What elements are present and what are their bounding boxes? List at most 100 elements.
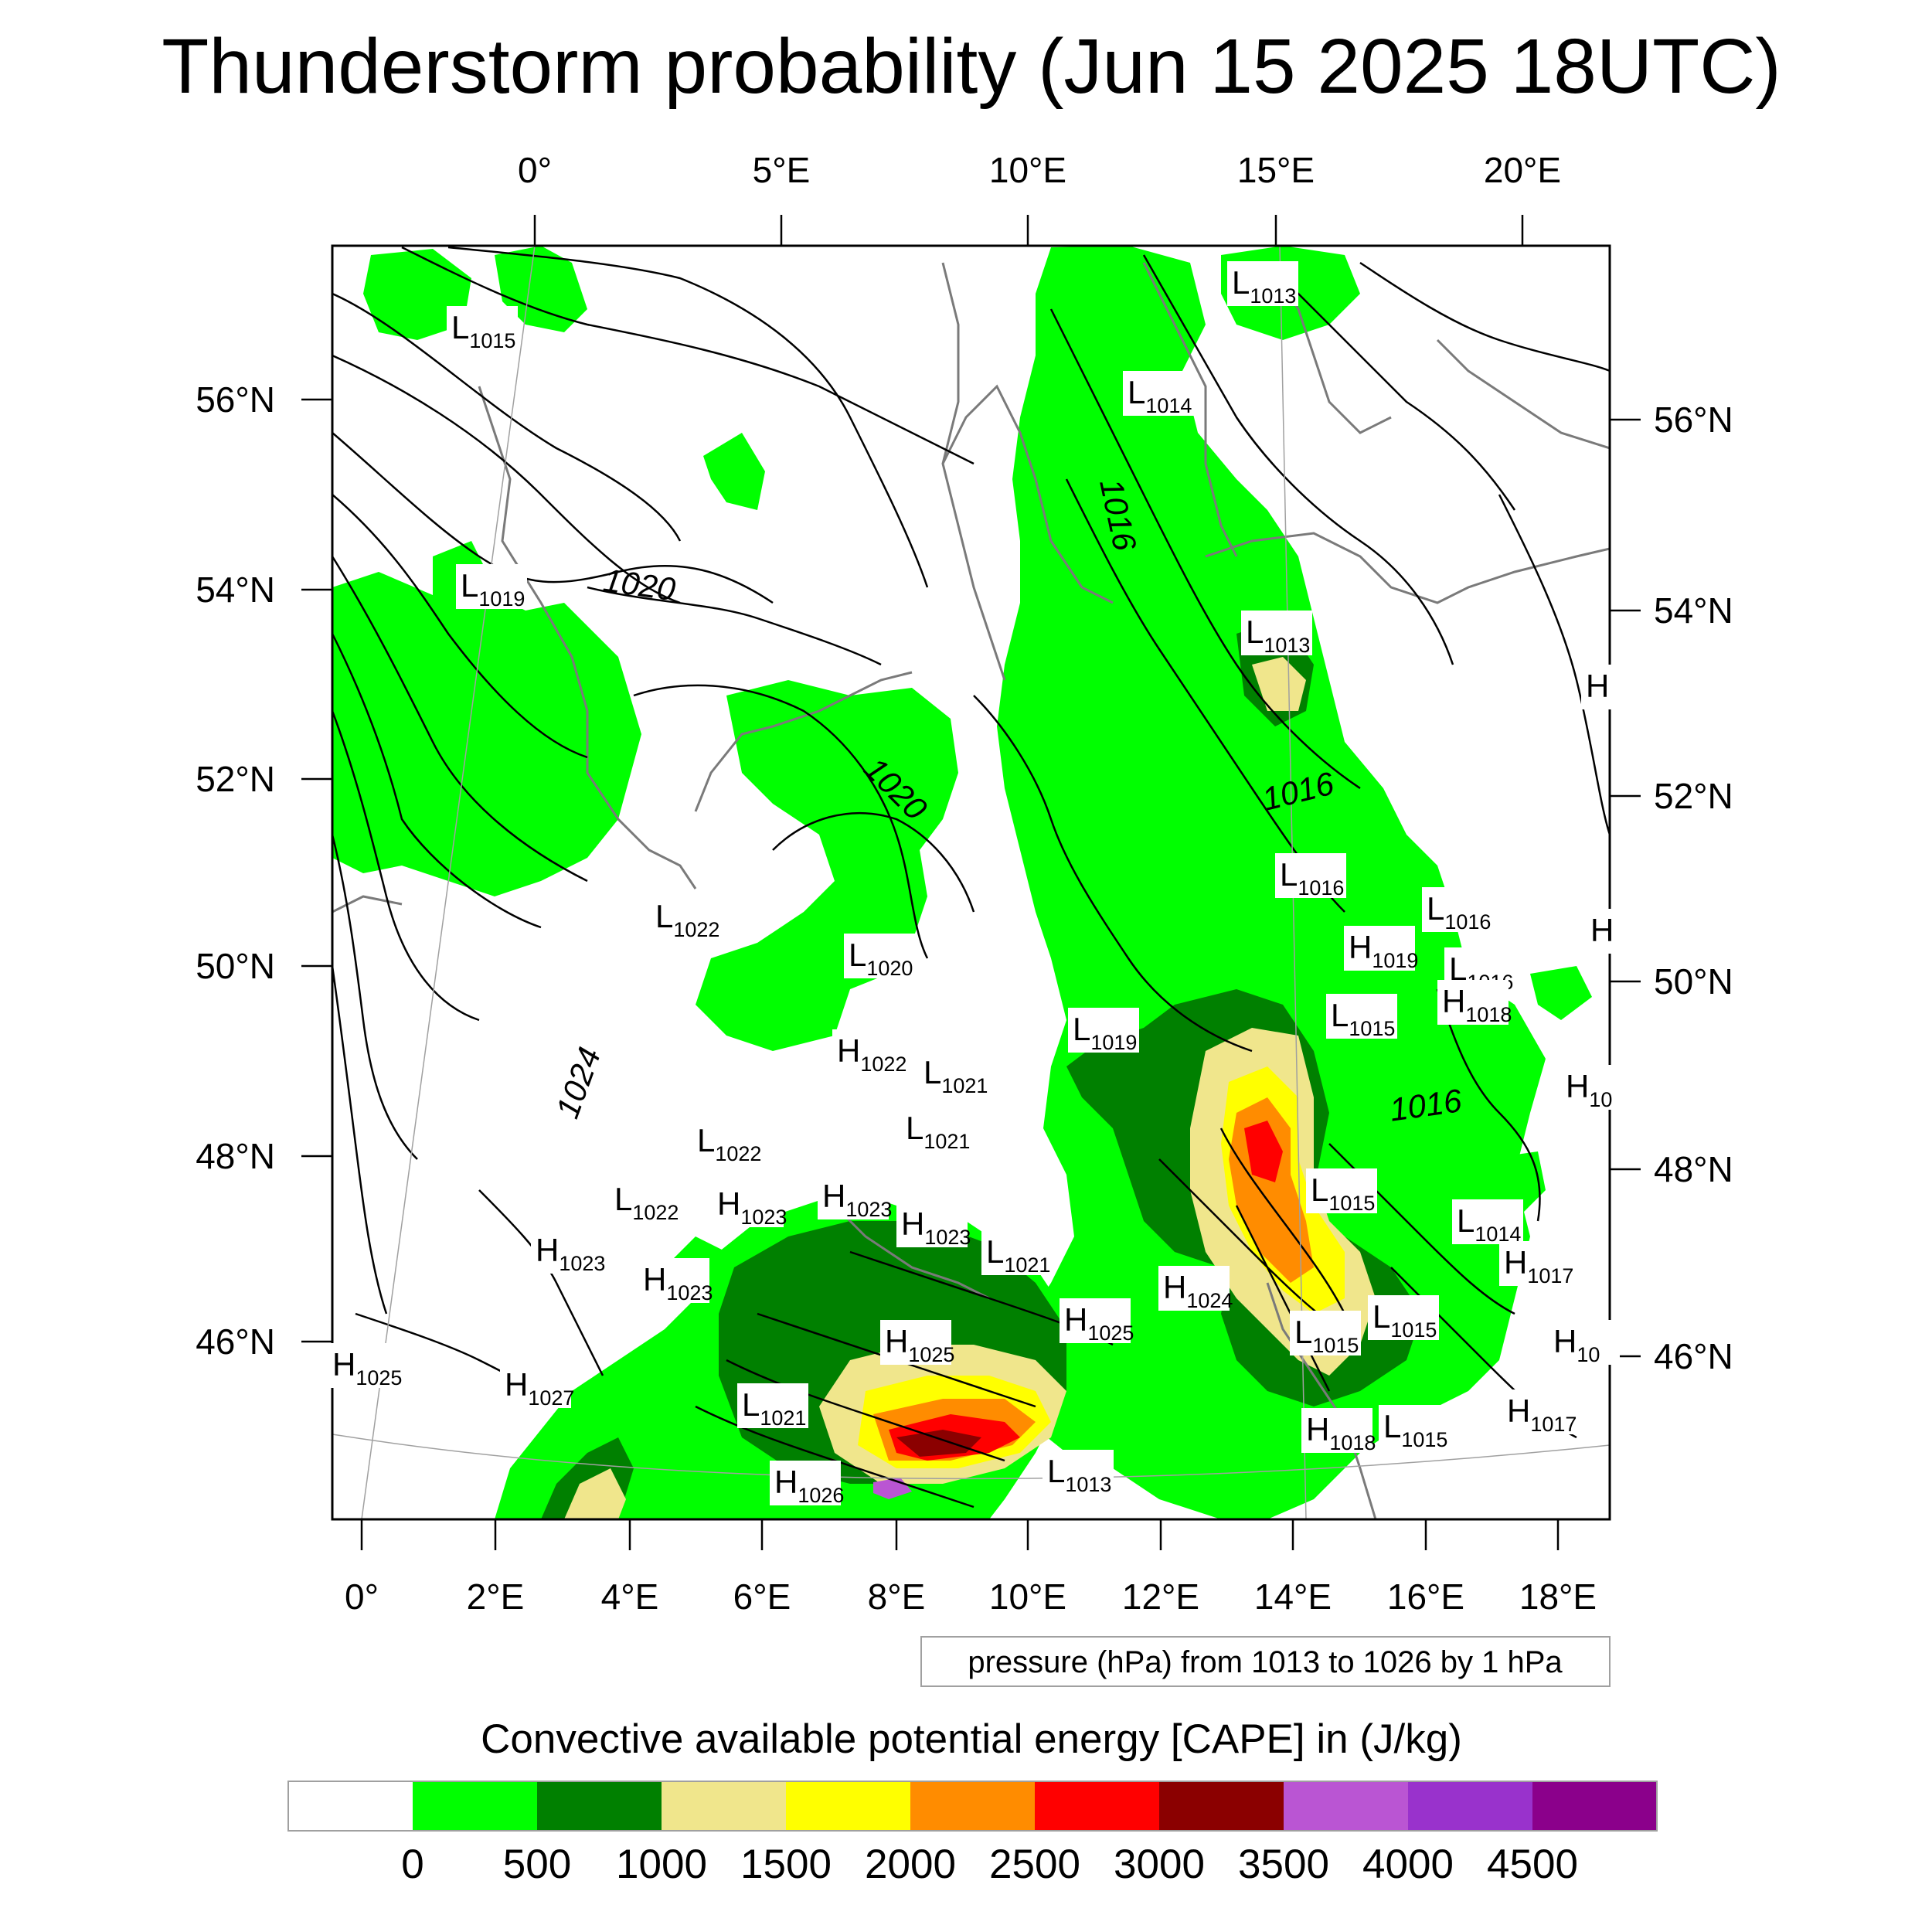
bottom-lon-label: 14°E — [1254, 1577, 1332, 1617]
left-latitude-labels: 56°N 54°N 52°N 50°N 48°N 46°N — [196, 379, 275, 1362]
pressure-center-label: L1013 — [1227, 261, 1298, 308]
colorbar-swatch — [662, 1781, 786, 1831]
bottom-lon-label: 4°E — [601, 1577, 659, 1617]
pressure-center-label: L1015 — [447, 306, 518, 352]
colorbar-frame — [287, 1781, 1658, 1832]
pressure-center-label: H1017 — [1499, 1241, 1573, 1287]
pressure-center-label: L1022 — [651, 895, 722, 941]
colorbar-ticks: 0 500 1000 1500 2000 2500 3000 3500 4000 4500 — [401, 1842, 1578, 1887]
right-lat-label: 50°N — [1654, 961, 1733, 1002]
pressure-center-label: L1014 — [1123, 371, 1194, 417]
pressure-center-text: L1015 — [1331, 997, 1395, 1040]
right-latitude-labels: 56°N 54°N 52°N 50°N 48°N 46°N — [1654, 400, 1733, 1376]
right-lat-label: 48°N — [1654, 1149, 1733, 1189]
colorbar-tick-label: 0 — [401, 1842, 423, 1887]
colorbar-tick-label: 1500 — [740, 1842, 832, 1887]
colorbar-swatch — [910, 1781, 1035, 1831]
colorbar-swatch — [1159, 1781, 1284, 1831]
bottom-lon-label: 8°E — [868, 1577, 926, 1617]
pressure-center-label: H1023 — [638, 1258, 713, 1304]
pressure-center-label: L1022 — [610, 1178, 681, 1224]
right-lat-label: 52°N — [1654, 776, 1733, 816]
pressure-center-label: H1017 — [1502, 1389, 1577, 1436]
pressure-center-label: L1016 — [1422, 887, 1493, 934]
pressure-center-label: H1025 — [328, 1343, 402, 1389]
pressure-center-text: H10 — [1566, 1068, 1612, 1111]
pressure-center-label: L1013 — [1043, 1450, 1114, 1496]
pressure-center-label: L1019 — [456, 564, 527, 611]
pressure-center-label: H1018 — [1301, 1408, 1376, 1454]
pressure-center-label: L1015 — [1326, 994, 1397, 1040]
top-lon-label: 10°E — [989, 150, 1066, 190]
bottom-lon-label: 0° — [345, 1577, 379, 1617]
colorbar-swatch — [1408, 1781, 1532, 1831]
pressure-center-text: H — [1590, 912, 1614, 948]
top-lon-label: 0° — [518, 150, 552, 190]
pressure-center-label: L1015 — [1368, 1295, 1439, 1342]
pressure-center-label: L1014 — [1452, 1199, 1523, 1246]
pressure-center-label: L1015 — [1290, 1311, 1361, 1357]
colorbar-swatch — [537, 1781, 662, 1831]
pressure-center-label: L1022 — [692, 1119, 764, 1165]
pressure-center-text: H — [1586, 668, 1609, 704]
right-lat-label: 54°N — [1654, 590, 1733, 631]
map-title: Thunderstorm probability (Jun 15 2025 18… — [162, 23, 1781, 110]
pressure-center-label: H1025 — [880, 1320, 954, 1366]
top-lon-label: 15°E — [1237, 150, 1315, 190]
pressure-center-text: H1019 — [1349, 929, 1418, 972]
left-lat-label: 50°N — [196, 946, 275, 986]
pressure-center-text: H1023 — [643, 1261, 713, 1304]
right-lat-label: 56°N — [1654, 400, 1733, 440]
right-lat-label: 46°N — [1654, 1336, 1733, 1376]
left-lat-label: 54°N — [196, 570, 275, 610]
pressure-center-label: L1015 — [1379, 1405, 1450, 1451]
pressure-center-label: H1023 — [531, 1229, 605, 1275]
pressure-center-text: H10 — [1553, 1323, 1600, 1366]
pressure-center-label: L1020 — [844, 934, 915, 980]
pressure-center-text: L1021 — [906, 1110, 970, 1153]
colorbar-swatch — [413, 1781, 537, 1831]
pressure-center-label: H — [1586, 909, 1617, 954]
pressure-note: pressure (hPa) from 1013 to 1026 by 1 hP… — [968, 1645, 1563, 1679]
top-longitude-labels: 0° 5°E 10°E 15°E 20°E — [518, 150, 1561, 190]
bottom-lon-label: 16°E — [1387, 1577, 1464, 1617]
pressure-center-label: H1022 — [832, 1029, 906, 1076]
colorbar-swatch — [786, 1781, 910, 1831]
colorbar-swatch — [1532, 1781, 1657, 1831]
pressure-center-label: L1021 — [737, 1383, 808, 1430]
pressure-center-label: L1019 — [1068, 1008, 1139, 1054]
bottom-lon-label: 6°E — [733, 1577, 791, 1617]
colorbar-tick-label: 1000 — [616, 1842, 707, 1887]
pressure-center-label: H1026 — [770, 1461, 844, 1507]
pressure-center-label: L1021 — [981, 1230, 1053, 1277]
map-frame — [331, 244, 1611, 1521]
pressure-center-label: L1013 — [1241, 611, 1312, 657]
bottom-lon-label: 2°E — [467, 1577, 525, 1617]
colorbar-swatch — [1035, 1781, 1159, 1831]
colorbar-tick-label: 4000 — [1362, 1842, 1454, 1887]
left-lat-label: 46°N — [196, 1321, 275, 1362]
bottom-lon-label: 12°E — [1122, 1577, 1199, 1617]
colorbar-tick-label: 3500 — [1238, 1842, 1329, 1887]
pressure-note-box: pressure (hPa) from 1013 to 1026 by 1 hP… — [920, 1636, 1611, 1687]
pressure-center-label: H — [1581, 665, 1612, 709]
pressure-centers: L1015 L1013 L1014 L1019 L1013 H L1016 L1016 L102… — [328, 261, 1632, 1507]
colorbar-tick-label: 3000 — [1114, 1842, 1205, 1887]
left-lat-label: 48°N — [196, 1136, 275, 1176]
pressure-center-label: L1015 — [1306, 1168, 1377, 1215]
pressure-center-label: L1021 — [901, 1107, 972, 1153]
colorbar-tick-label: 4500 — [1487, 1842, 1578, 1887]
coastlines — [332, 262, 1610, 1519]
colorbar-label: Convective available potential energy [C… — [481, 1716, 1462, 1762]
pressure-center-label: H1027 — [500, 1363, 574, 1410]
top-lon-label: 5°E — [753, 150, 811, 190]
pressure-center-label: H10 — [1549, 1320, 1620, 1366]
pressure-center-text: L1022 — [697, 1122, 761, 1165]
bottom-lon-label: 18°E — [1519, 1577, 1597, 1617]
pressure-center-text: H1025 — [885, 1323, 954, 1366]
pressure-center-label: L1016 — [1275, 853, 1346, 900]
pressure-center-label: H1023 — [818, 1175, 892, 1221]
pressure-center-label: H1025 — [1060, 1298, 1134, 1345]
top-lon-label: 20°E — [1484, 150, 1561, 190]
pressure-center-label: H1023 — [896, 1202, 971, 1249]
